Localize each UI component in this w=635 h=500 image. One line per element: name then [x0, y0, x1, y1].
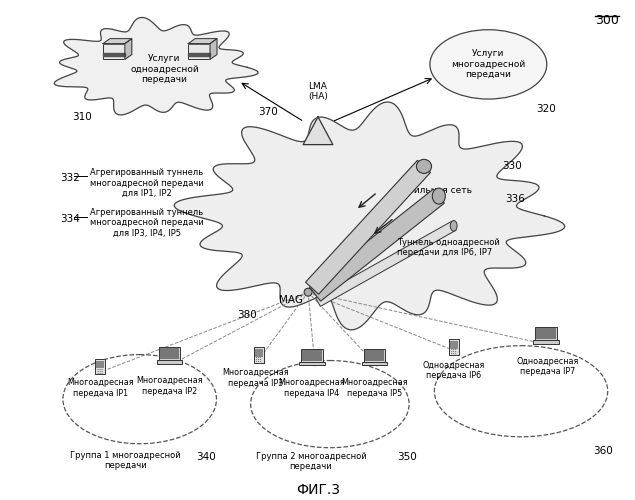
Circle shape [260, 361, 261, 362]
Bar [302, 350, 322, 360]
Bar [159, 346, 180, 360]
Circle shape [102, 373, 103, 374]
Circle shape [451, 353, 452, 354]
Text: Многоадресная
передача IP4: Многоадресная передача IP4 [279, 378, 345, 398]
Circle shape [258, 361, 259, 362]
Text: ФИГ.3: ФИГ.3 [296, 484, 340, 498]
Polygon shape [54, 18, 258, 115]
Circle shape [258, 357, 259, 358]
Ellipse shape [430, 30, 547, 99]
Text: Группа 2 многоадресной
передачи: Группа 2 многоадресной передачи [256, 452, 366, 471]
Polygon shape [174, 102, 565, 330]
Circle shape [455, 353, 456, 354]
Bar [299, 362, 325, 366]
Circle shape [256, 361, 257, 362]
Polygon shape [188, 38, 217, 44]
Text: 310: 310 [72, 112, 92, 122]
Circle shape [258, 359, 259, 360]
Bar [535, 327, 557, 340]
Bar [449, 338, 458, 354]
Polygon shape [103, 54, 125, 56]
Text: 350: 350 [398, 452, 417, 462]
Circle shape [304, 288, 312, 296]
Circle shape [260, 359, 261, 360]
Circle shape [102, 369, 103, 370]
Circle shape [256, 359, 257, 360]
Polygon shape [125, 38, 132, 60]
Text: Одноадресная
передача IP7: Одноадресная передача IP7 [517, 356, 579, 376]
Bar [361, 362, 387, 366]
Text: Группа 1 многоадресной
передачи: Группа 1 многоадресной передачи [70, 450, 181, 470]
Text: Многоадресная
передача IP3: Многоадресная передача IP3 [222, 368, 289, 388]
Ellipse shape [417, 160, 432, 173]
Text: 300: 300 [595, 14, 619, 27]
Polygon shape [103, 38, 132, 44]
Bar [301, 348, 323, 362]
Circle shape [455, 349, 456, 350]
Circle shape [102, 371, 103, 372]
Text: Мобильная сеть: Мобильная сеть [396, 186, 472, 194]
Ellipse shape [450, 220, 457, 231]
Text: 360: 360 [593, 446, 613, 456]
Bar [96, 360, 104, 368]
Bar [364, 348, 385, 362]
Text: Агрегированный туннель
многоадресной передачи
для IP3, IP4, IP5: Агрегированный туннель многоадресной пер… [90, 208, 204, 238]
Bar [255, 348, 262, 356]
Bar [188, 44, 210, 60]
Circle shape [451, 351, 452, 352]
Text: 332: 332 [60, 174, 81, 184]
Polygon shape [309, 189, 444, 301]
Polygon shape [305, 160, 431, 294]
Text: 370: 370 [258, 107, 278, 117]
Circle shape [451, 349, 452, 350]
Text: 336: 336 [505, 194, 525, 204]
Bar [95, 358, 105, 374]
Bar [536, 328, 556, 338]
Text: 334: 334 [60, 214, 81, 224]
Circle shape [453, 351, 454, 352]
Bar [103, 44, 125, 60]
Text: Туннель одноадресной
передачи для IP6, IP7: Туннель одноадресной передачи для IP6, I… [398, 238, 500, 257]
Text: Многоадресная
передача IP5: Многоадресная передача IP5 [341, 378, 408, 398]
Circle shape [455, 351, 456, 352]
Polygon shape [188, 54, 210, 56]
Ellipse shape [432, 188, 445, 204]
Bar [157, 360, 182, 364]
Polygon shape [303, 117, 333, 144]
Text: Многоадресная
передача IP2: Многоадресная передача IP2 [136, 376, 203, 396]
Text: Услуги
одноадресной
передачи: Услуги одноадресной передачи [130, 54, 199, 84]
Circle shape [453, 353, 454, 354]
Text: 340: 340 [196, 452, 216, 462]
Circle shape [256, 357, 257, 358]
Bar [533, 340, 559, 344]
Text: Одноадресная
передача IP6: Одноадресная передача IP6 [422, 360, 485, 380]
Text: Услуги
многоадресной
передачи: Услуги многоадресной передачи [451, 50, 526, 80]
Bar [159, 348, 179, 358]
Circle shape [453, 349, 454, 350]
Text: Агрегированный туннель
многоадресной передачи
для IP1, IP2: Агрегированный туннель многоадресной пер… [90, 168, 204, 198]
Text: 380: 380 [237, 310, 257, 320]
Bar [450, 340, 458, 348]
Text: LMA
(HA): LMA (HA) [308, 82, 328, 101]
Polygon shape [316, 222, 456, 306]
Text: MAG: MAG [279, 295, 303, 305]
Circle shape [260, 357, 261, 358]
Text: 320: 320 [536, 104, 556, 114]
Bar [253, 346, 264, 362]
Text: Многоадресная
передача IP1: Многоадресная передача IP1 [67, 378, 133, 398]
Bar [364, 350, 384, 360]
Text: 330: 330 [502, 162, 522, 172]
Polygon shape [210, 38, 217, 60]
